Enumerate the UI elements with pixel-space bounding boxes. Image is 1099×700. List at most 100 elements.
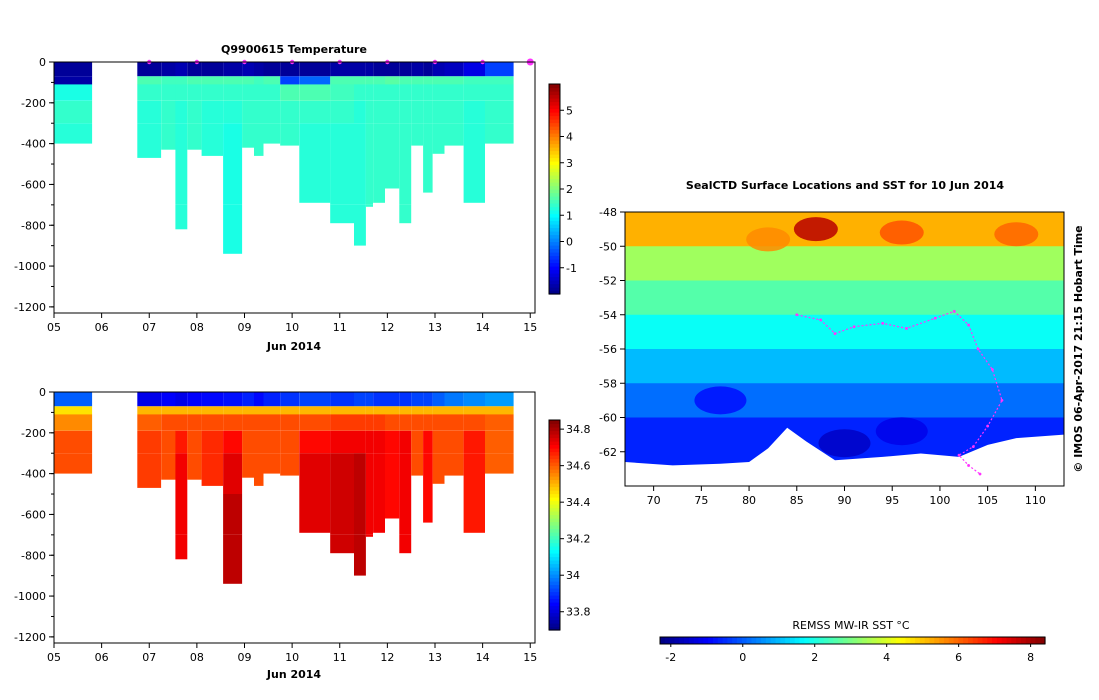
salinity-cell-9-4: [263, 453, 281, 474]
salinity-cell-12-6: [330, 534, 354, 554]
sst-colorbar-segment: [660, 637, 666, 644]
salinity-cell-14-5: [365, 494, 373, 535]
salinity-colorbar-segment: [549, 619, 560, 624]
temperature-xtick-label-7: 12: [380, 321, 394, 334]
lon-tick-label-8: 110: [1025, 494, 1046, 507]
sst-colorbar-segment: [876, 637, 882, 644]
salinity-cell-1-4: [137, 453, 162, 488]
temperature-cell-9-2: [263, 84, 281, 101]
temperature-cell-12-5: [330, 164, 354, 205]
temperature-cell-19-1: [423, 76, 433, 85]
sst-colorbar-segment: [674, 637, 680, 644]
salinity-cell-4-3: [187, 430, 202, 454]
salinity-cell-11-4: [299, 453, 331, 494]
temperature-cell-19-2: [423, 84, 433, 101]
sst-colorbar-segment: [712, 637, 719, 644]
seal-location-2: [833, 332, 837, 335]
salinity-cell-11-0: [299, 392, 331, 407]
temperature-cell-10-4: [280, 123, 300, 146]
salinity-cell-6-0: [223, 392, 243, 407]
sst-colorbar-segment: [871, 637, 878, 644]
temperature-colorbar-segment: [549, 94, 560, 99]
temperature-cell-7-0: [242, 62, 254, 77]
salinity-cell-2-1: [161, 406, 176, 415]
sst-colorbar-segment: [828, 637, 834, 644]
temperature-colorbar-segment: [549, 101, 560, 106]
temperature-colorbar-segment: [549, 199, 560, 204]
temperature-title: Q9900615 Temperature: [221, 43, 367, 56]
salinity-ytick-label-6: -1200: [14, 631, 46, 644]
temperature-cell-5-0: [201, 62, 223, 77]
salinity-colorbar-segment: [549, 483, 560, 488]
temperature-cell-7-2: [242, 84, 254, 101]
sst-colorbar-label-1: 0: [739, 651, 746, 664]
salinity-colorbar-segment: [549, 553, 560, 558]
temperature-ytick-label-1: -200: [21, 97, 46, 110]
seal-location-1: [819, 318, 823, 322]
salinity-cell-15-1: [373, 406, 385, 415]
sst-colorbar-segment: [794, 637, 801, 644]
imos-credit: © IMOS 06-Apr-2017 21:15 Hobart Time: [1072, 225, 1085, 472]
salinity-ytick-label-0: 0: [39, 386, 46, 399]
salinity-cell-23-4: [485, 453, 514, 474]
salinity-cell-8-3: [254, 430, 264, 454]
temperature-colorbar-segment: [549, 259, 560, 264]
temperature-xtick-label-4: 09: [237, 321, 251, 334]
temperature-cell-8-2: [254, 84, 264, 101]
temperature-xtick-label-2: 07: [142, 321, 156, 334]
salinity-cell-22-3: [463, 430, 485, 454]
sst-colorbar-segment: [669, 637, 676, 644]
sst-colorbar-segment: [982, 637, 988, 644]
temperature-cell-14-0: [365, 62, 373, 77]
salinity-cell-2-3: [161, 430, 176, 454]
salinity-cell-22-4: [463, 453, 485, 494]
salinity-cell-9-0: [263, 392, 281, 407]
temperature-cell-9-0: [263, 62, 281, 77]
temperature-cell-22-3: [463, 100, 485, 124]
temperature-cell-13-1: [354, 76, 366, 85]
sst-colorbar-segment: [823, 637, 830, 644]
seal-location-7: [952, 309, 956, 313]
temperature-colorbar-segment: [549, 87, 560, 92]
salinity-cell-16-5: [385, 494, 400, 519]
sst-colorbar-label-3: 4: [883, 651, 890, 664]
salinity-cell-10-4: [280, 453, 300, 476]
temperature-cell-15-4: [373, 123, 385, 164]
temperature-cell-12-1: [330, 76, 354, 85]
sst-warm-patch-3: [746, 227, 791, 252]
salinity-cell-13-6: [354, 534, 366, 576]
sst-colorbar-segment: [770, 637, 777, 644]
temperature-colorbar-segment: [549, 136, 560, 141]
temperature-colorbar-segment: [549, 220, 560, 225]
temperature-colorbar-segment: [549, 276, 560, 281]
lon-tick-label-6: 100: [929, 494, 950, 507]
temperature-colorbar-label-4: 3: [566, 157, 573, 170]
temperature-colorbar-segment: [549, 287, 560, 292]
salinity-cell-17-1: [399, 406, 412, 415]
sst-colorbar-segment: [804, 637, 810, 644]
sst-colorbar-segment: [895, 637, 902, 644]
lat-tick-label-5: -58: [599, 377, 617, 390]
lat-tick-label-3: -54: [599, 309, 617, 322]
salinity-cell-11-5: [299, 494, 331, 533]
salinity-cell-8-1: [254, 406, 264, 415]
salinity-cell-13-0: [354, 392, 366, 407]
salinity-cell-0-1: [54, 406, 93, 415]
salinity-colorbar-segment: [549, 616, 560, 621]
temperature-ytick-label-3: -600: [21, 178, 46, 191]
salinity-cell-21-4: [444, 453, 464, 476]
sst-colorbar-segment: [785, 637, 791, 644]
salinity-cell-18-0: [411, 392, 424, 407]
salinity-cell-2-0: [161, 392, 176, 407]
temperature-cell-0-0: [54, 62, 93, 77]
sst-cold-patch-1: [875, 417, 928, 446]
sst-colorbar-segment: [996, 637, 1003, 644]
salinity-cell-3-2: [175, 414, 188, 431]
lat-tick-label-6: -60: [599, 412, 617, 425]
temperature-ytick-label-0: 0: [39, 56, 46, 69]
temperature-colorbar-segment: [549, 206, 560, 211]
salinity-colorbar-segment: [549, 612, 560, 617]
sst-colorbar-segment: [732, 637, 738, 644]
salinity-colorbar-segment: [549, 493, 560, 498]
sst-band-1: [625, 246, 1064, 281]
